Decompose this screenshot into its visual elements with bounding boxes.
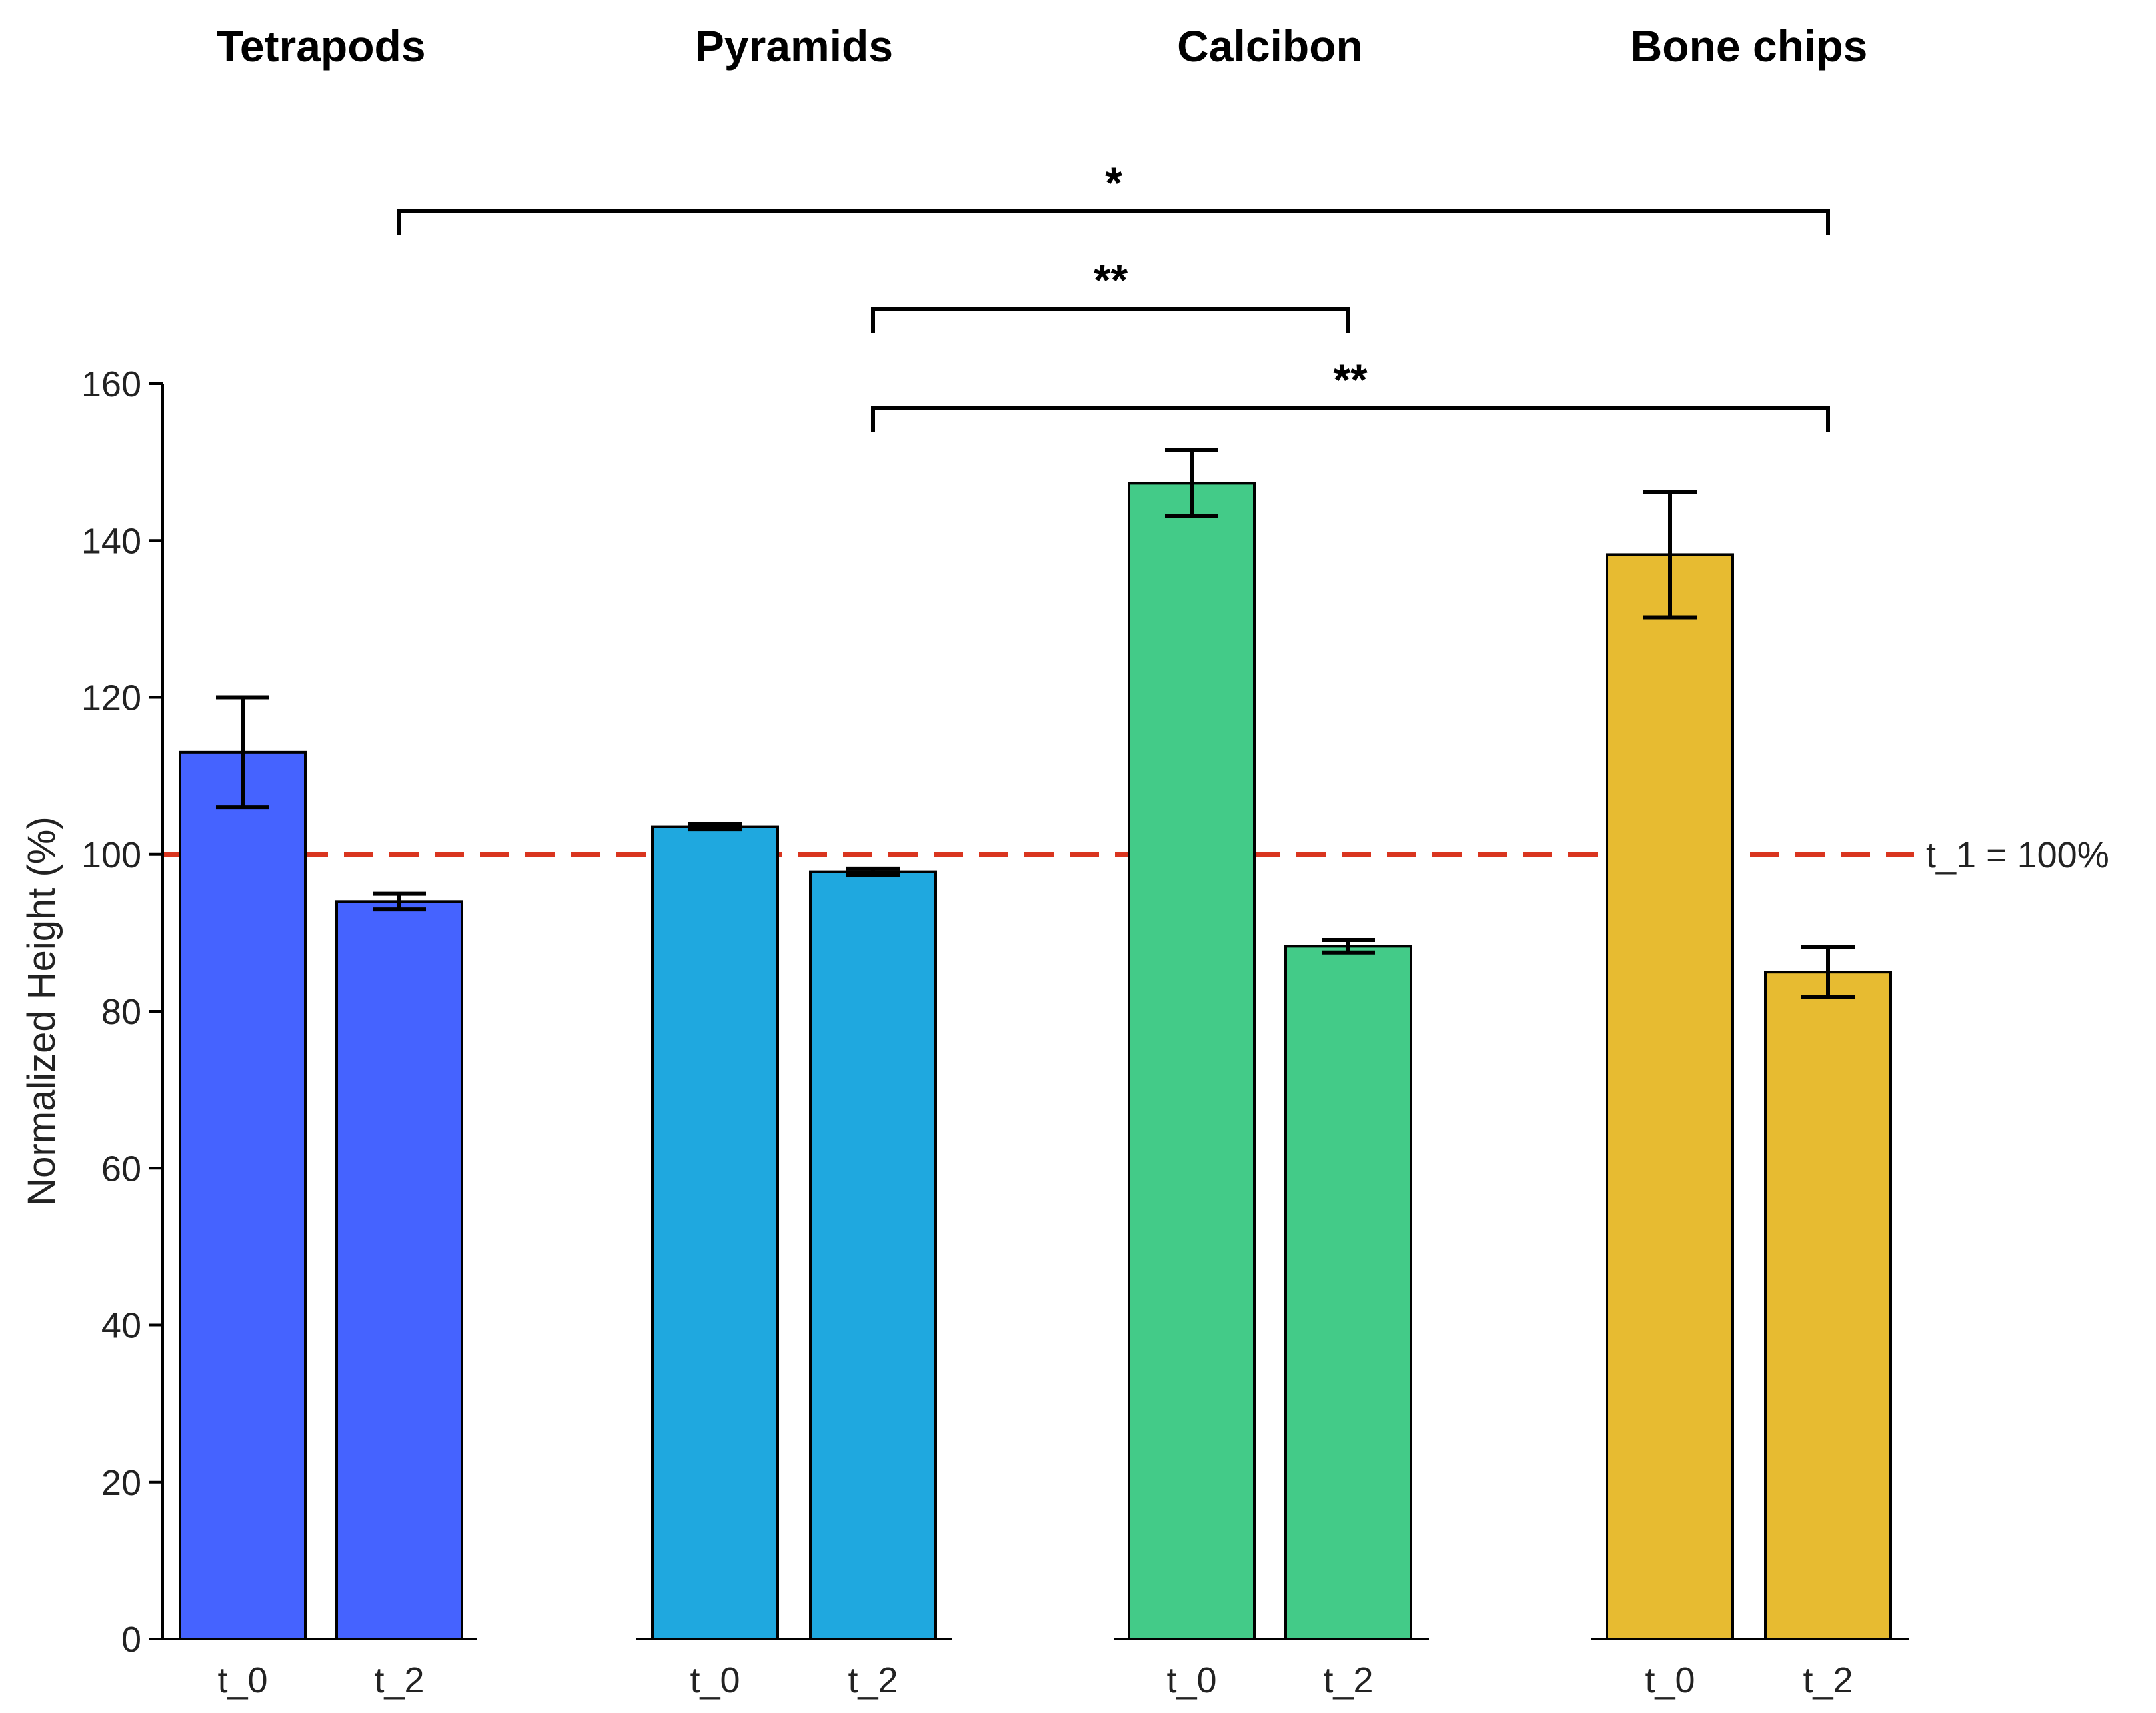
bar-tetrapods-t0: [179, 750, 307, 1640]
group-title: Bone chips: [1631, 21, 1868, 71]
significance-label: *: [1105, 158, 1122, 207]
group-title: Tetrapods: [216, 21, 425, 71]
significance-bracket-line: [397, 209, 1830, 235]
y-tick-label: 20: [101, 1463, 141, 1503]
group-title: Calcibon: [1177, 21, 1363, 71]
x-tick-label: t_0: [217, 1660, 267, 1700]
x-tick-label: t_2: [374, 1660, 424, 1700]
y-tick-label: 40: [101, 1306, 141, 1346]
x-tick-label: t_0: [1166, 1660, 1216, 1700]
bar-tetrapods-t2: [335, 900, 463, 1640]
significance-bracket: **: [871, 255, 1350, 333]
bar-calcibon-t0: [1128, 482, 1256, 1640]
bar-pyramids-t2: [809, 870, 937, 1640]
x-tick-label: t_2: [1803, 1660, 1853, 1700]
error-bar: [1322, 937, 1375, 955]
x-tick-label: t_0: [1645, 1660, 1695, 1700]
bar-bone-chips-t2: [1764, 971, 1892, 1640]
significance-bracket: *: [397, 158, 1830, 235]
y-tick-label: 100: [81, 835, 141, 875]
y-axis-label: Normalized Height (%): [20, 816, 63, 1205]
error-bar: [216, 695, 269, 810]
reference-line-label: t_1 = 100%: [1926, 835, 2109, 875]
x-tick-label: t_2: [1323, 1660, 1373, 1700]
significance-bracket-line: [871, 307, 1350, 333]
significance-bracket-line: [871, 406, 1830, 432]
error-bar: [1801, 945, 1855, 999]
y-tick-label: 0: [121, 1620, 141, 1660]
error-bar: [1165, 448, 1218, 518]
error-bar: [846, 866, 900, 877]
error-bar: [373, 891, 426, 912]
group-title: Pyramids: [695, 21, 893, 71]
y-tick-label: 60: [101, 1149, 141, 1189]
bar-pyramids-t0: [651, 825, 779, 1640]
error-bar: [688, 822, 742, 832]
significance-label: **: [1333, 355, 1368, 404]
x-tick-label: t_0: [690, 1660, 740, 1700]
y-tick-label: 120: [81, 678, 141, 718]
y-tick-label: 160: [81, 364, 141, 404]
significance-bracket: **: [871, 355, 1830, 432]
y-tick-label: 80: [101, 992, 141, 1032]
x-tick-label: t_2: [848, 1660, 898, 1700]
y-tick-label: 140: [81, 521, 141, 561]
error-bar: [1643, 490, 1697, 620]
bar-calcibon-t2: [1284, 945, 1412, 1640]
bar-bone-chips-t0: [1606, 553, 1734, 1640]
significance-label: **: [1094, 255, 1128, 305]
